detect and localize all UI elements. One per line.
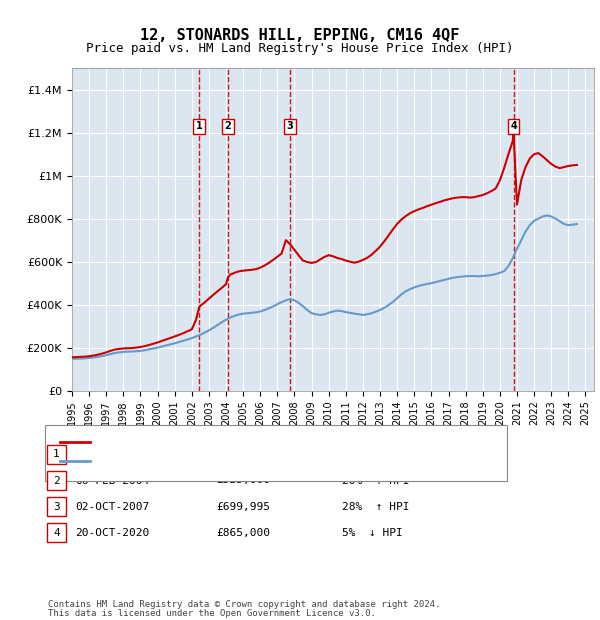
Text: £699,995: £699,995 — [216, 502, 270, 512]
Text: Price paid vs. HM Land Registry's House Price Index (HPI): Price paid vs. HM Land Registry's House … — [86, 42, 514, 55]
Text: 06-FEB-2004: 06-FEB-2004 — [75, 476, 149, 485]
Text: 7%  ↑ HPI: 7% ↑ HPI — [342, 450, 403, 459]
Text: 12, STONARDS HILL, EPPING, CM16 4QF: 12, STONARDS HILL, EPPING, CM16 4QF — [140, 28, 460, 43]
Text: 1: 1 — [53, 450, 60, 459]
Text: 2: 2 — [53, 476, 60, 485]
Text: 3: 3 — [287, 122, 293, 131]
Text: 20-OCT-2020: 20-OCT-2020 — [75, 528, 149, 538]
Text: 1: 1 — [196, 122, 202, 131]
Text: 31-MAY-2002: 31-MAY-2002 — [75, 450, 149, 459]
Text: 4: 4 — [53, 528, 60, 538]
Text: 12, STONARDS HILL, EPPING, CM16 4QF (detached house): 12, STONARDS HILL, EPPING, CM16 4QF (det… — [96, 437, 421, 447]
Text: Contains HM Land Registry data © Crown copyright and database right 2024.: Contains HM Land Registry data © Crown c… — [48, 600, 440, 609]
Text: 4: 4 — [510, 122, 517, 131]
Text: £385,000: £385,000 — [216, 450, 270, 459]
Text: This data is licensed under the Open Government Licence v3.0.: This data is licensed under the Open Gov… — [48, 609, 376, 618]
Text: 5%  ↓ HPI: 5% ↓ HPI — [342, 528, 403, 538]
Text: 2: 2 — [224, 122, 231, 131]
Text: 20%  ↑ HPI: 20% ↑ HPI — [342, 476, 409, 485]
Text: HPI: Average price, detached house, Epping Forest: HPI: Average price, detached house, Eppi… — [96, 456, 402, 466]
Text: £525,000: £525,000 — [216, 476, 270, 485]
Text: 3: 3 — [53, 502, 60, 512]
Text: 02-OCT-2007: 02-OCT-2007 — [75, 502, 149, 512]
Text: 28%  ↑ HPI: 28% ↑ HPI — [342, 502, 409, 512]
Text: £865,000: £865,000 — [216, 528, 270, 538]
